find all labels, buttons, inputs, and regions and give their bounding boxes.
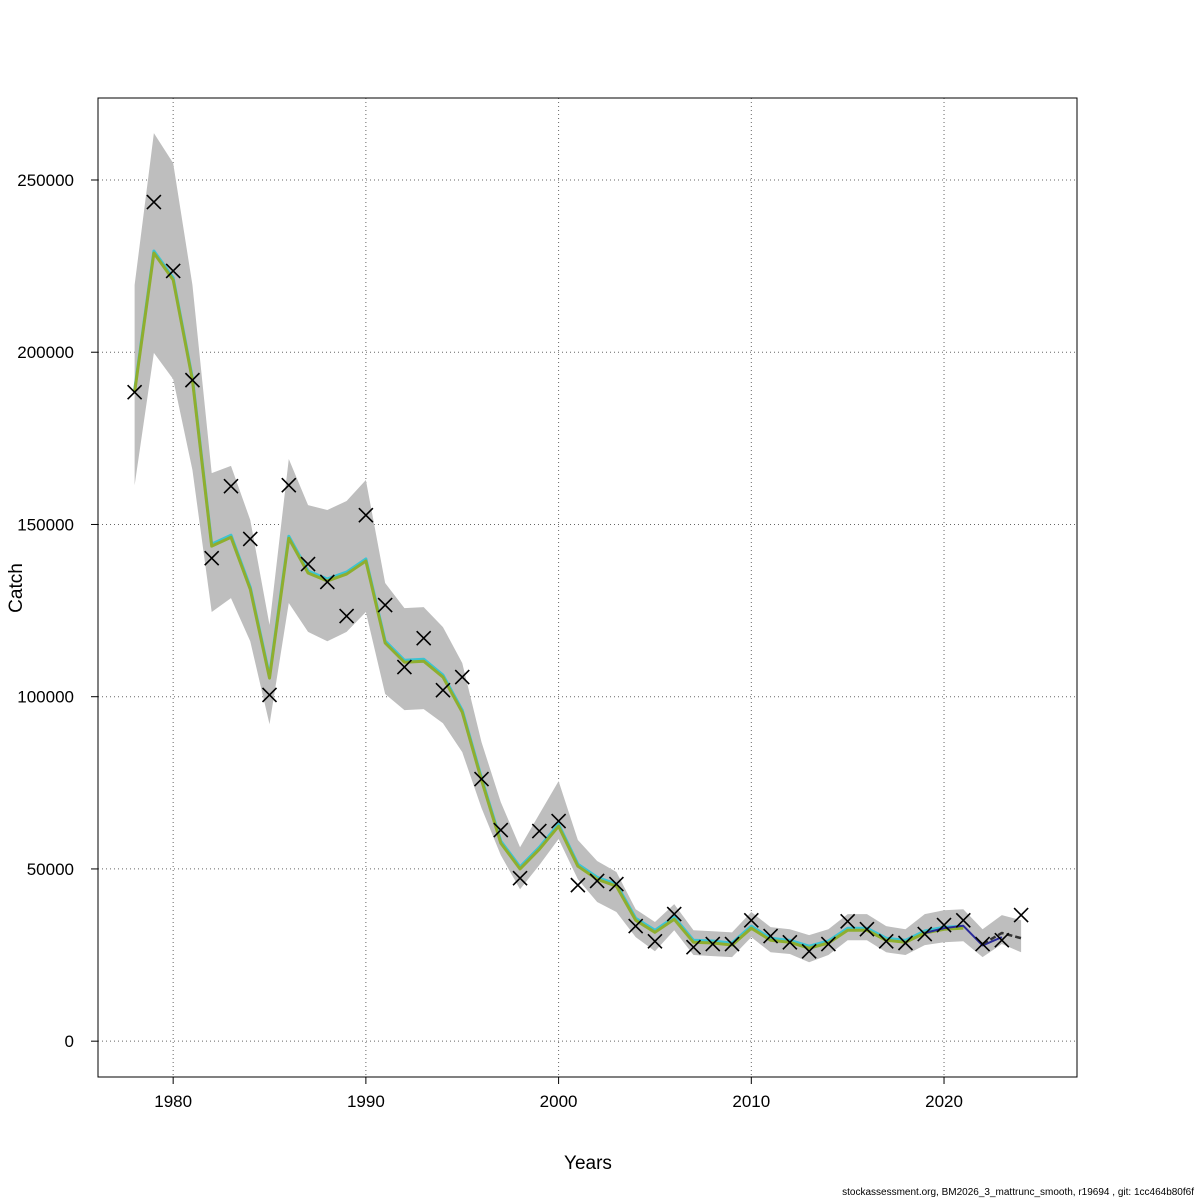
observed-point [512, 870, 528, 886]
observed-point [493, 822, 509, 838]
peel-line [924, 924, 1003, 947]
observed-point [917, 926, 933, 942]
observed-point [377, 597, 393, 613]
y-axis-label: Catch [6, 563, 27, 613]
forecast-dashed-line [981, 931, 1022, 946]
observed-point [242, 531, 258, 547]
observed-point [531, 823, 547, 839]
y-tick-label: 250000 [17, 171, 74, 190]
observed-point [570, 877, 586, 893]
observed-point [724, 936, 740, 952]
observed-point [1013, 907, 1029, 923]
y-tick-label: 100000 [17, 688, 74, 707]
x-tick-label: 1990 [347, 1092, 385, 1111]
x-tick-label: 1980 [154, 1092, 192, 1111]
observed-point [628, 918, 644, 934]
observed-point [878, 933, 894, 949]
observed-point [897, 935, 914, 951]
x-tick-label: 2010 [732, 1092, 770, 1111]
x-tick-label: 2000 [540, 1092, 578, 1111]
observed-point [820, 936, 836, 952]
observed-point [358, 507, 374, 523]
observed-point [589, 873, 605, 889]
observed-point [801, 943, 817, 959]
observed-point [936, 917, 952, 933]
fit-line [133, 251, 964, 950]
observed-point [994, 932, 1010, 948]
observed-point [743, 912, 759, 928]
observed-point [281, 477, 297, 493]
y-tick-label: 50000 [27, 860, 74, 879]
observed-point [454, 669, 470, 685]
footer-caption: stockassessment.org, BM2026_3_mattrunc_s… [842, 1187, 1194, 1198]
observed-point [319, 574, 335, 590]
y-tick-label: 0 [65, 1032, 74, 1051]
y-tick-label: 150000 [17, 515, 74, 534]
plot-frame [97, 97, 1078, 1078]
observed-point [396, 659, 412, 675]
observed-point [647, 933, 663, 949]
y-tick-label: 200000 [17, 343, 74, 362]
observed-point [685, 939, 702, 955]
observed-point [473, 771, 490, 787]
observed-point [840, 913, 856, 929]
observed-point [763, 928, 779, 944]
observed-point [782, 934, 798, 950]
observed-point [204, 550, 220, 566]
observed-point [608, 876, 624, 892]
x-tick-label: 2020 [925, 1092, 963, 1111]
observed-point [223, 478, 239, 494]
observed-point [146, 194, 162, 210]
observed-point [955, 912, 971, 928]
observed-point [975, 936, 991, 952]
observed-point [339, 608, 355, 624]
observed-point [184, 372, 200, 388]
confidence-band [134, 133, 1022, 963]
x-axis-label: Years [564, 1153, 612, 1174]
observed-point [666, 906, 682, 922]
observed-point [705, 936, 721, 952]
observed-point [127, 384, 143, 400]
observed-point [261, 687, 278, 703]
observed-point [165, 263, 181, 279]
observed-point [300, 556, 316, 572]
observed-point [435, 682, 451, 698]
observed-point [551, 813, 567, 829]
observed-point [416, 630, 432, 646]
observed-point [859, 921, 875, 937]
